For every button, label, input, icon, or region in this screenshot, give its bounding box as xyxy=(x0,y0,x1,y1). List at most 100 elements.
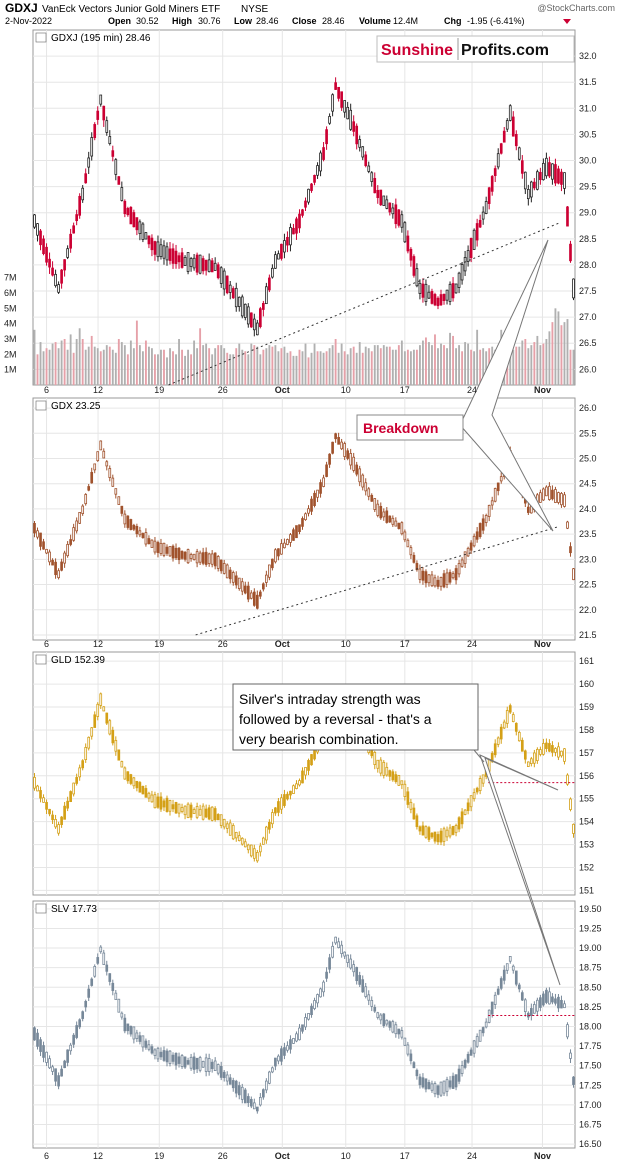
volume-bar xyxy=(202,345,205,385)
candle-body xyxy=(78,767,82,778)
candle-body xyxy=(406,1044,410,1055)
volume-bar xyxy=(175,354,177,385)
candle-body xyxy=(496,482,500,492)
candle-body xyxy=(490,176,494,192)
candle-body xyxy=(222,563,226,574)
candle-body xyxy=(189,258,193,267)
volume-bar xyxy=(78,328,81,385)
candle-body xyxy=(228,569,232,580)
candle-body xyxy=(186,252,190,272)
candle-body xyxy=(234,575,238,586)
candle-body xyxy=(129,774,133,784)
candle-body xyxy=(198,254,202,274)
volume-bar xyxy=(367,348,370,385)
candle-body xyxy=(240,581,244,592)
candle-body xyxy=(316,994,319,1004)
chg-value: -1.95 (-6.41%) xyxy=(467,16,525,26)
candle-body xyxy=(316,489,319,498)
volume-bar xyxy=(277,351,280,385)
candle-body xyxy=(310,498,313,512)
down-arrow-icon xyxy=(563,19,571,24)
candle-body xyxy=(120,187,124,201)
low-value: 28.46 xyxy=(256,16,279,26)
volume-bar xyxy=(422,340,424,385)
candle-body xyxy=(240,296,244,317)
open-value: 30.52 xyxy=(136,16,159,26)
silver-note-line-2: followed by a reversal - that's a xyxy=(239,711,432,727)
candle-body xyxy=(219,1065,223,1078)
candle-body xyxy=(252,848,256,859)
volume-bar xyxy=(265,348,268,385)
candle-body xyxy=(283,1047,286,1056)
candle-body xyxy=(237,577,241,589)
candle-body xyxy=(358,468,362,483)
volume-bar xyxy=(129,340,132,385)
candle-body xyxy=(370,494,374,502)
close-value: 28.46 xyxy=(322,16,345,26)
candle-body xyxy=(490,500,494,506)
candle-body xyxy=(436,579,440,587)
volume-bar xyxy=(280,348,283,385)
volume-bar xyxy=(217,345,220,385)
candle-body xyxy=(156,542,160,553)
candle-body xyxy=(162,542,166,556)
candle-body xyxy=(346,954,349,963)
y-tick-label: 32.0 xyxy=(579,51,597,61)
candle-body xyxy=(493,168,497,177)
candle-body xyxy=(63,805,66,820)
candle-body xyxy=(517,984,521,990)
candle-body xyxy=(265,1080,268,1091)
candle-body xyxy=(418,282,422,294)
volume-bar xyxy=(120,342,123,385)
candle-body xyxy=(153,241,157,255)
candle-body xyxy=(60,269,63,284)
candle-body xyxy=(457,1068,461,1082)
candle-body xyxy=(460,811,464,825)
candle-body xyxy=(484,201,488,214)
candle-body xyxy=(117,749,121,761)
volume-bar xyxy=(455,348,457,385)
candle-body xyxy=(409,801,413,810)
candle-body xyxy=(334,936,337,944)
candle-body xyxy=(430,574,434,587)
candle-body xyxy=(551,163,554,180)
candle-body xyxy=(135,217,139,231)
volume-bar xyxy=(211,354,214,385)
volume-bar xyxy=(322,352,325,385)
candle-body xyxy=(57,1075,60,1087)
candle-body xyxy=(355,464,359,475)
volume-bar xyxy=(428,342,430,385)
candle-body xyxy=(183,551,187,560)
volume-bar xyxy=(102,349,105,385)
y-tick-label: 31.5 xyxy=(579,77,597,87)
candle-body xyxy=(96,957,100,964)
candle-body xyxy=(526,506,530,513)
candle-body xyxy=(42,797,45,803)
candle-body xyxy=(331,945,334,958)
volume-bar xyxy=(199,328,202,385)
candle-body xyxy=(403,1037,407,1046)
volume-bar xyxy=(157,354,159,385)
volume-bar xyxy=(388,346,391,385)
volume-bar xyxy=(45,348,48,385)
volume-bar xyxy=(223,348,226,385)
candle-body xyxy=(177,803,181,814)
candle-body xyxy=(355,967,359,982)
candle-body xyxy=(126,771,130,782)
volume-bar xyxy=(132,348,135,385)
volume-bar xyxy=(298,349,301,385)
candle-body xyxy=(322,147,325,160)
candle-body xyxy=(111,729,115,744)
candle-body xyxy=(514,722,518,732)
candle-body xyxy=(189,554,193,559)
candle-body xyxy=(99,946,103,953)
candle-body xyxy=(388,770,392,777)
candle-body xyxy=(243,585,247,594)
candle-body xyxy=(255,1106,259,1112)
candle-body xyxy=(60,561,63,571)
candle-body xyxy=(90,471,94,484)
candle-body xyxy=(560,999,563,1009)
volume-bar xyxy=(482,348,485,385)
candle-body xyxy=(557,996,560,1009)
